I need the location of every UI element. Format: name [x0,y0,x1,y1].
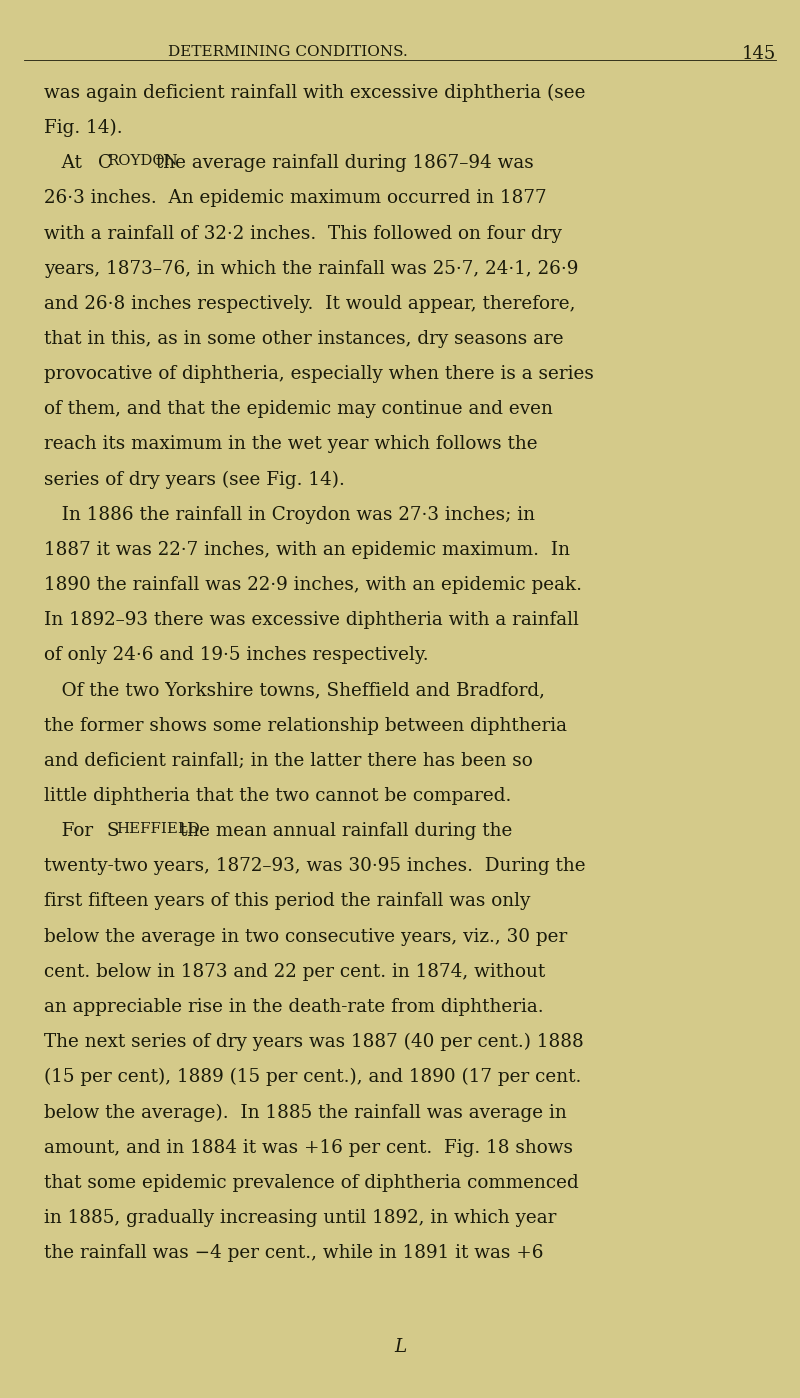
Text: Fig. 14).: Fig. 14). [44,119,122,137]
Text: the mean annual rainfall during the: the mean annual rainfall during the [174,822,512,840]
Text: C: C [98,154,112,172]
Text: In 1886 the rainfall in Croydon was 27·3 inches; in: In 1886 the rainfall in Croydon was 27·3… [44,506,535,524]
Text: was again deficient rainfall with excessive diphtheria (see: was again deficient rainfall with excess… [44,84,586,102]
Text: 26·3 inches.  An epidemic maximum occurred in 1877: 26·3 inches. An epidemic maximum occurre… [44,189,546,207]
Text: DETERMINING CONDITIONS.: DETERMINING CONDITIONS. [168,45,408,59]
Text: cent. below in 1873 and 22 per cent. in 1874, without: cent. below in 1873 and 22 per cent. in … [44,963,546,981]
Text: Of the two Yorkshire towns, Sheffield and Bradford,: Of the two Yorkshire towns, Sheffield an… [44,682,545,699]
Text: The next series of dry years was 1887 (40 per cent.) 1888: The next series of dry years was 1887 (4… [44,1033,584,1051]
Text: below the average in two consecutive years, viz., 30 per: below the average in two consecutive yea… [44,928,567,945]
Text: For: For [44,822,99,840]
Text: and 26·8 inches respectively.  It would appear, therefore,: and 26·8 inches respectively. It would a… [44,295,575,313]
Text: in 1885, gradually increasing until 1892, in which year: in 1885, gradually increasing until 1892… [44,1209,556,1227]
Text: first fifteen years of this period the rainfall was only: first fifteen years of this period the r… [44,892,530,910]
Text: L: L [394,1338,406,1356]
Text: of them, and that the epidemic may continue and even: of them, and that the epidemic may conti… [44,400,553,418]
Text: the average rainfall during 1867–94 was: the average rainfall during 1867–94 was [150,154,534,172]
Text: S: S [106,822,119,840]
Text: series of dry years (see Fig. 14).: series of dry years (see Fig. 14). [44,471,345,489]
Text: the rainfall was −4 per cent., while in 1891 it was +6: the rainfall was −4 per cent., while in … [44,1244,543,1262]
Text: ROYDON: ROYDON [106,154,178,168]
Text: (15 per cent), 1889 (15 per cent.), and 1890 (17 per cent.: (15 per cent), 1889 (15 per cent.), and … [44,1068,582,1086]
Text: 1887 it was 22·7 inches, with an epidemic maximum.  In: 1887 it was 22·7 inches, with an epidemi… [44,541,570,559]
Text: that some epidemic prevalence of diphtheria commenced: that some epidemic prevalence of diphthe… [44,1174,578,1191]
Text: of only 24·6 and 19·5 inches respectively.: of only 24·6 and 19·5 inches respectivel… [44,646,429,664]
Text: In 1892–93 there was excessive diphtheria with a rainfall: In 1892–93 there was excessive diphtheri… [44,611,579,629]
Text: that in this, as in some other instances, dry seasons are: that in this, as in some other instances… [44,330,564,348]
Text: an appreciable rise in the death-rate from diphtheria.: an appreciable rise in the death-rate fr… [44,998,544,1016]
Text: HEFFIELD: HEFFIELD [116,822,199,836]
Text: At: At [44,154,88,172]
Text: little diphtheria that the two cannot be compared.: little diphtheria that the two cannot be… [44,787,511,805]
Text: amount, and in 1884 it was +16 per cent.  Fig. 18 shows: amount, and in 1884 it was +16 per cent.… [44,1138,573,1156]
Text: and deficient rainfall; in the latter there has been so: and deficient rainfall; in the latter th… [44,752,533,770]
Text: provocative of diphtheria, especially when there is a series: provocative of diphtheria, especially wh… [44,365,594,383]
Text: 145: 145 [742,45,776,63]
Text: the former shows some relationship between diphtheria: the former shows some relationship betwe… [44,717,567,735]
Text: below the average).  In 1885 the rainfall was average in: below the average). In 1885 the rainfall… [44,1103,566,1121]
Text: 1890 the rainfall was 22·9 inches, with an epidemic peak.: 1890 the rainfall was 22·9 inches, with … [44,576,582,594]
Text: years, 1873–76, in which the rainfall was 25·7, 24·1, 26·9: years, 1873–76, in which the rainfall wa… [44,260,578,278]
Text: reach its maximum in the wet year which follows the: reach its maximum in the wet year which … [44,435,538,453]
Text: with a rainfall of 32·2 inches.  This followed on four dry: with a rainfall of 32·2 inches. This fol… [44,225,562,242]
Text: twenty-two years, 1872–93, was 30·95 inches.  During the: twenty-two years, 1872–93, was 30·95 inc… [44,857,586,875]
